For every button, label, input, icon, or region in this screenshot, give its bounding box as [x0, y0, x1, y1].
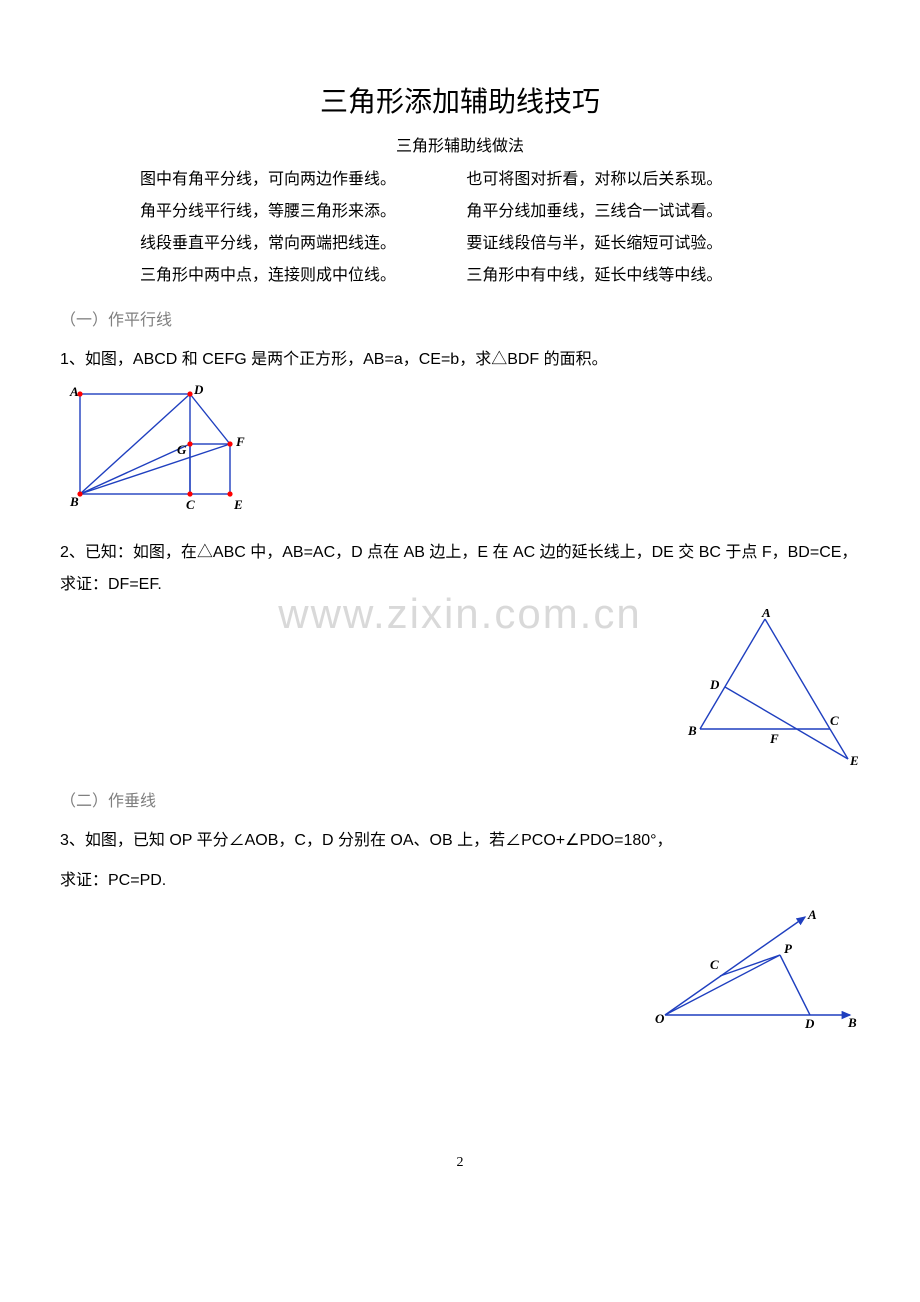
verse-line: 也可将图对折看，对称以后关系现。 — [466, 164, 780, 196]
label-A: A — [807, 907, 817, 922]
label-F: F — [769, 731, 779, 746]
figure-3: O A B C D P — [60, 905, 860, 1035]
problem-3-line2: 求证：PC=PD. — [60, 865, 860, 897]
label-G: G — [177, 442, 187, 457]
figure-2: A B C D E F — [60, 609, 860, 769]
label-A: A — [69, 384, 79, 399]
label-P: P — [784, 941, 793, 956]
verse-line: 三角形中两中点，连接则成中位线。 — [140, 260, 454, 292]
page-number: 2 — [60, 1155, 860, 1171]
page-subtitle: 三角形辅助线做法 — [60, 132, 860, 156]
verse-line: 角平分线平行线，等腰三角形来添。 — [140, 196, 454, 228]
label-A: A — [761, 609, 771, 620]
label-B: B — [69, 494, 79, 509]
verse-line: 要证线段倍与半，延长缩短可试验。 — [466, 228, 780, 260]
label-C: C — [830, 713, 839, 728]
label-C: C — [710, 957, 719, 972]
verse-line: 角平分线加垂线，三线合一试试看。 — [466, 196, 780, 228]
verse-line: 三角形中有中线，延长中线等中线。 — [466, 260, 780, 292]
page-title: 三角形添加辅助线技巧 — [60, 80, 860, 120]
label-F: F — [235, 434, 245, 449]
label-B: B — [847, 1015, 857, 1030]
label-O: O — [655, 1011, 665, 1026]
label-D: D — [709, 677, 720, 692]
problem-1: 1、如图，ABCD 和 CEFG 是两个正方形，AB=a，CE=b，求△BDF … — [60, 344, 860, 376]
verse-line: 图中有角平分线，可向两边作垂线。 — [140, 164, 454, 196]
verse-line: 线段垂直平分线，常向两端把线连。 — [140, 228, 454, 260]
verse-block: 图中有角平分线，可向两边作垂线。 也可将图对折看，对称以后关系现。 角平分线平行… — [140, 164, 780, 292]
section-heading-1: （一）作平行线 — [60, 306, 860, 330]
label-D: D — [193, 384, 204, 397]
label-E: E — [849, 753, 859, 768]
label-D: D — [804, 1016, 815, 1031]
label-C: C — [186, 497, 195, 512]
label-B: B — [687, 723, 697, 738]
problem-2: 2、已知：如图，在△ABC 中，AB=AC，D 点在 AB 边上，E 在 AC … — [60, 537, 860, 601]
section-heading-2: （二）作垂线 — [60, 787, 860, 811]
problem-3-line1: 3、如图，已知 OP 平分∠AOB，C，D 分别在 OA、OB 上，若∠PCO+… — [60, 825, 860, 857]
figure-1: A D B C E F G — [60, 384, 860, 519]
label-E: E — [233, 497, 243, 512]
